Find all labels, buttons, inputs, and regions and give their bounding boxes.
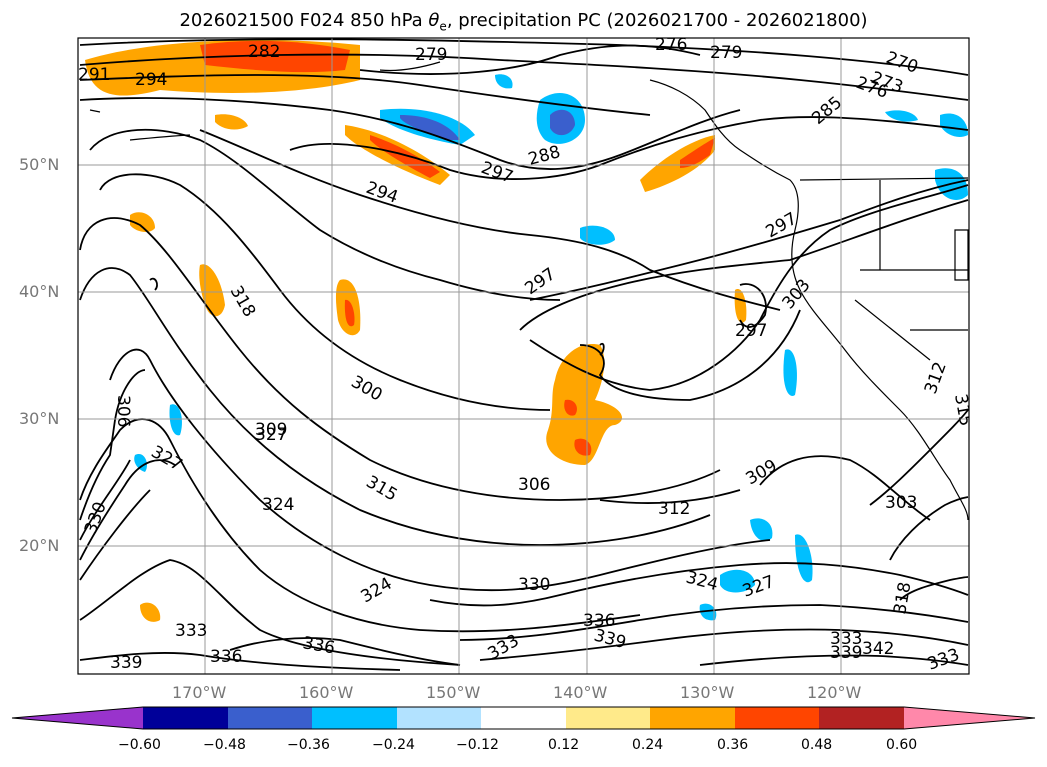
contour-label: 336 bbox=[301, 633, 336, 658]
contour-label: 282 bbox=[248, 42, 280, 62]
map-frame bbox=[77, 37, 970, 675]
lon-label: 140°W bbox=[553, 683, 608, 702]
lat-label: 40°N bbox=[19, 282, 60, 301]
colorbar-extend-high bbox=[904, 707, 1035, 729]
contour-label: 279 bbox=[415, 45, 447, 65]
contour-label: 279 bbox=[710, 43, 742, 63]
colorbar-tick: 0.48 bbox=[801, 737, 833, 753]
colorbar-bin bbox=[481, 707, 566, 729]
colorbar-tick: −0.36 bbox=[287, 737, 330, 753]
contour-label: 324 bbox=[262, 495, 294, 515]
colorbar-bin bbox=[143, 707, 228, 729]
map-title: 2026021500 F024 850 hPa θe, precipitatio… bbox=[179, 10, 868, 34]
contour-label: 294 bbox=[363, 178, 400, 208]
colorbar-bin bbox=[312, 707, 397, 729]
colorbar-extend-low bbox=[12, 707, 143, 729]
coastlines bbox=[89, 61, 969, 521]
lon-label: 130°W bbox=[680, 683, 735, 702]
contour-label: 300 bbox=[348, 372, 386, 406]
contour-label: 306 bbox=[113, 395, 133, 427]
contour-label: 291 bbox=[78, 65, 110, 85]
contour-label: 324 bbox=[684, 568, 721, 596]
colorbar-tick: 0.36 bbox=[717, 737, 749, 753]
lon-label: 170°W bbox=[172, 683, 227, 702]
contour-label: 315 bbox=[363, 472, 401, 506]
theta-e-contours bbox=[79, 38, 969, 671]
lat-label: 30°N bbox=[19, 409, 60, 428]
lon-label: 160°W bbox=[299, 683, 354, 702]
contour-label: 333 bbox=[925, 645, 962, 675]
lon-label: 150°W bbox=[426, 683, 481, 702]
contour-label: 315 bbox=[950, 392, 975, 427]
contour-label: 339 bbox=[110, 653, 142, 673]
lon-label: 120°W bbox=[807, 683, 862, 702]
colorbar-bin bbox=[650, 707, 735, 729]
contour-label: 336 bbox=[210, 647, 242, 667]
colorbar-tick: 0.24 bbox=[632, 737, 664, 753]
colorbar-bin bbox=[228, 707, 312, 729]
contour-label: 339 bbox=[830, 643, 862, 663]
colorbar-bin bbox=[819, 707, 904, 729]
contour-label: 318 bbox=[226, 283, 260, 321]
colorbar-bin bbox=[735, 707, 819, 729]
contour-label: 285 bbox=[808, 93, 846, 129]
contour-label: 303 bbox=[779, 275, 815, 313]
contour-label: 324 bbox=[358, 574, 396, 608]
contour-label: 330 bbox=[518, 575, 550, 595]
contour-label: 303 bbox=[885, 493, 917, 513]
contour-label: 297 bbox=[735, 321, 767, 341]
contour-label: 318 bbox=[890, 580, 915, 615]
contour-label: 297 bbox=[521, 264, 559, 299]
contour-labels: 282 279 276 279 270 273 276 291 294 285 … bbox=[78, 35, 975, 675]
colorbar-tick: 0.12 bbox=[548, 737, 580, 753]
contour-label: 276 bbox=[655, 35, 687, 55]
colorbar-tick: −0.12 bbox=[456, 737, 499, 753]
colorbar-tick: 0.60 bbox=[886, 737, 918, 753]
colorbar-tick: −0.60 bbox=[118, 737, 161, 753]
contour-label: 342 bbox=[862, 639, 894, 659]
contour-label: 312 bbox=[658, 499, 690, 519]
contour-label: 327 bbox=[148, 442, 186, 476]
contour-label: 306 bbox=[518, 475, 550, 495]
contour-label: 327 bbox=[255, 425, 287, 445]
contour-label: 294 bbox=[135, 70, 167, 90]
colorbar-bin bbox=[397, 707, 481, 729]
contour-label: 297 bbox=[478, 158, 515, 188]
contour-label: 333 bbox=[830, 629, 862, 649]
contour-label: 333 bbox=[175, 621, 207, 641]
contour-label: 336 bbox=[583, 611, 615, 631]
precip-shading bbox=[85, 40, 968, 622]
colorbar bbox=[11, 706, 1036, 730]
contour-label: 309 bbox=[255, 420, 287, 440]
lat-label: 20°N bbox=[19, 536, 60, 555]
colorbar-tick: −0.24 bbox=[372, 737, 415, 753]
contour-label: 312 bbox=[921, 359, 951, 396]
colorbar-bin bbox=[566, 707, 650, 729]
contour-label: 288 bbox=[526, 142, 563, 170]
colorbar-tick: −0.48 bbox=[203, 737, 246, 753]
graticule bbox=[78, 38, 969, 674]
lat-label: 50°N bbox=[19, 155, 60, 174]
